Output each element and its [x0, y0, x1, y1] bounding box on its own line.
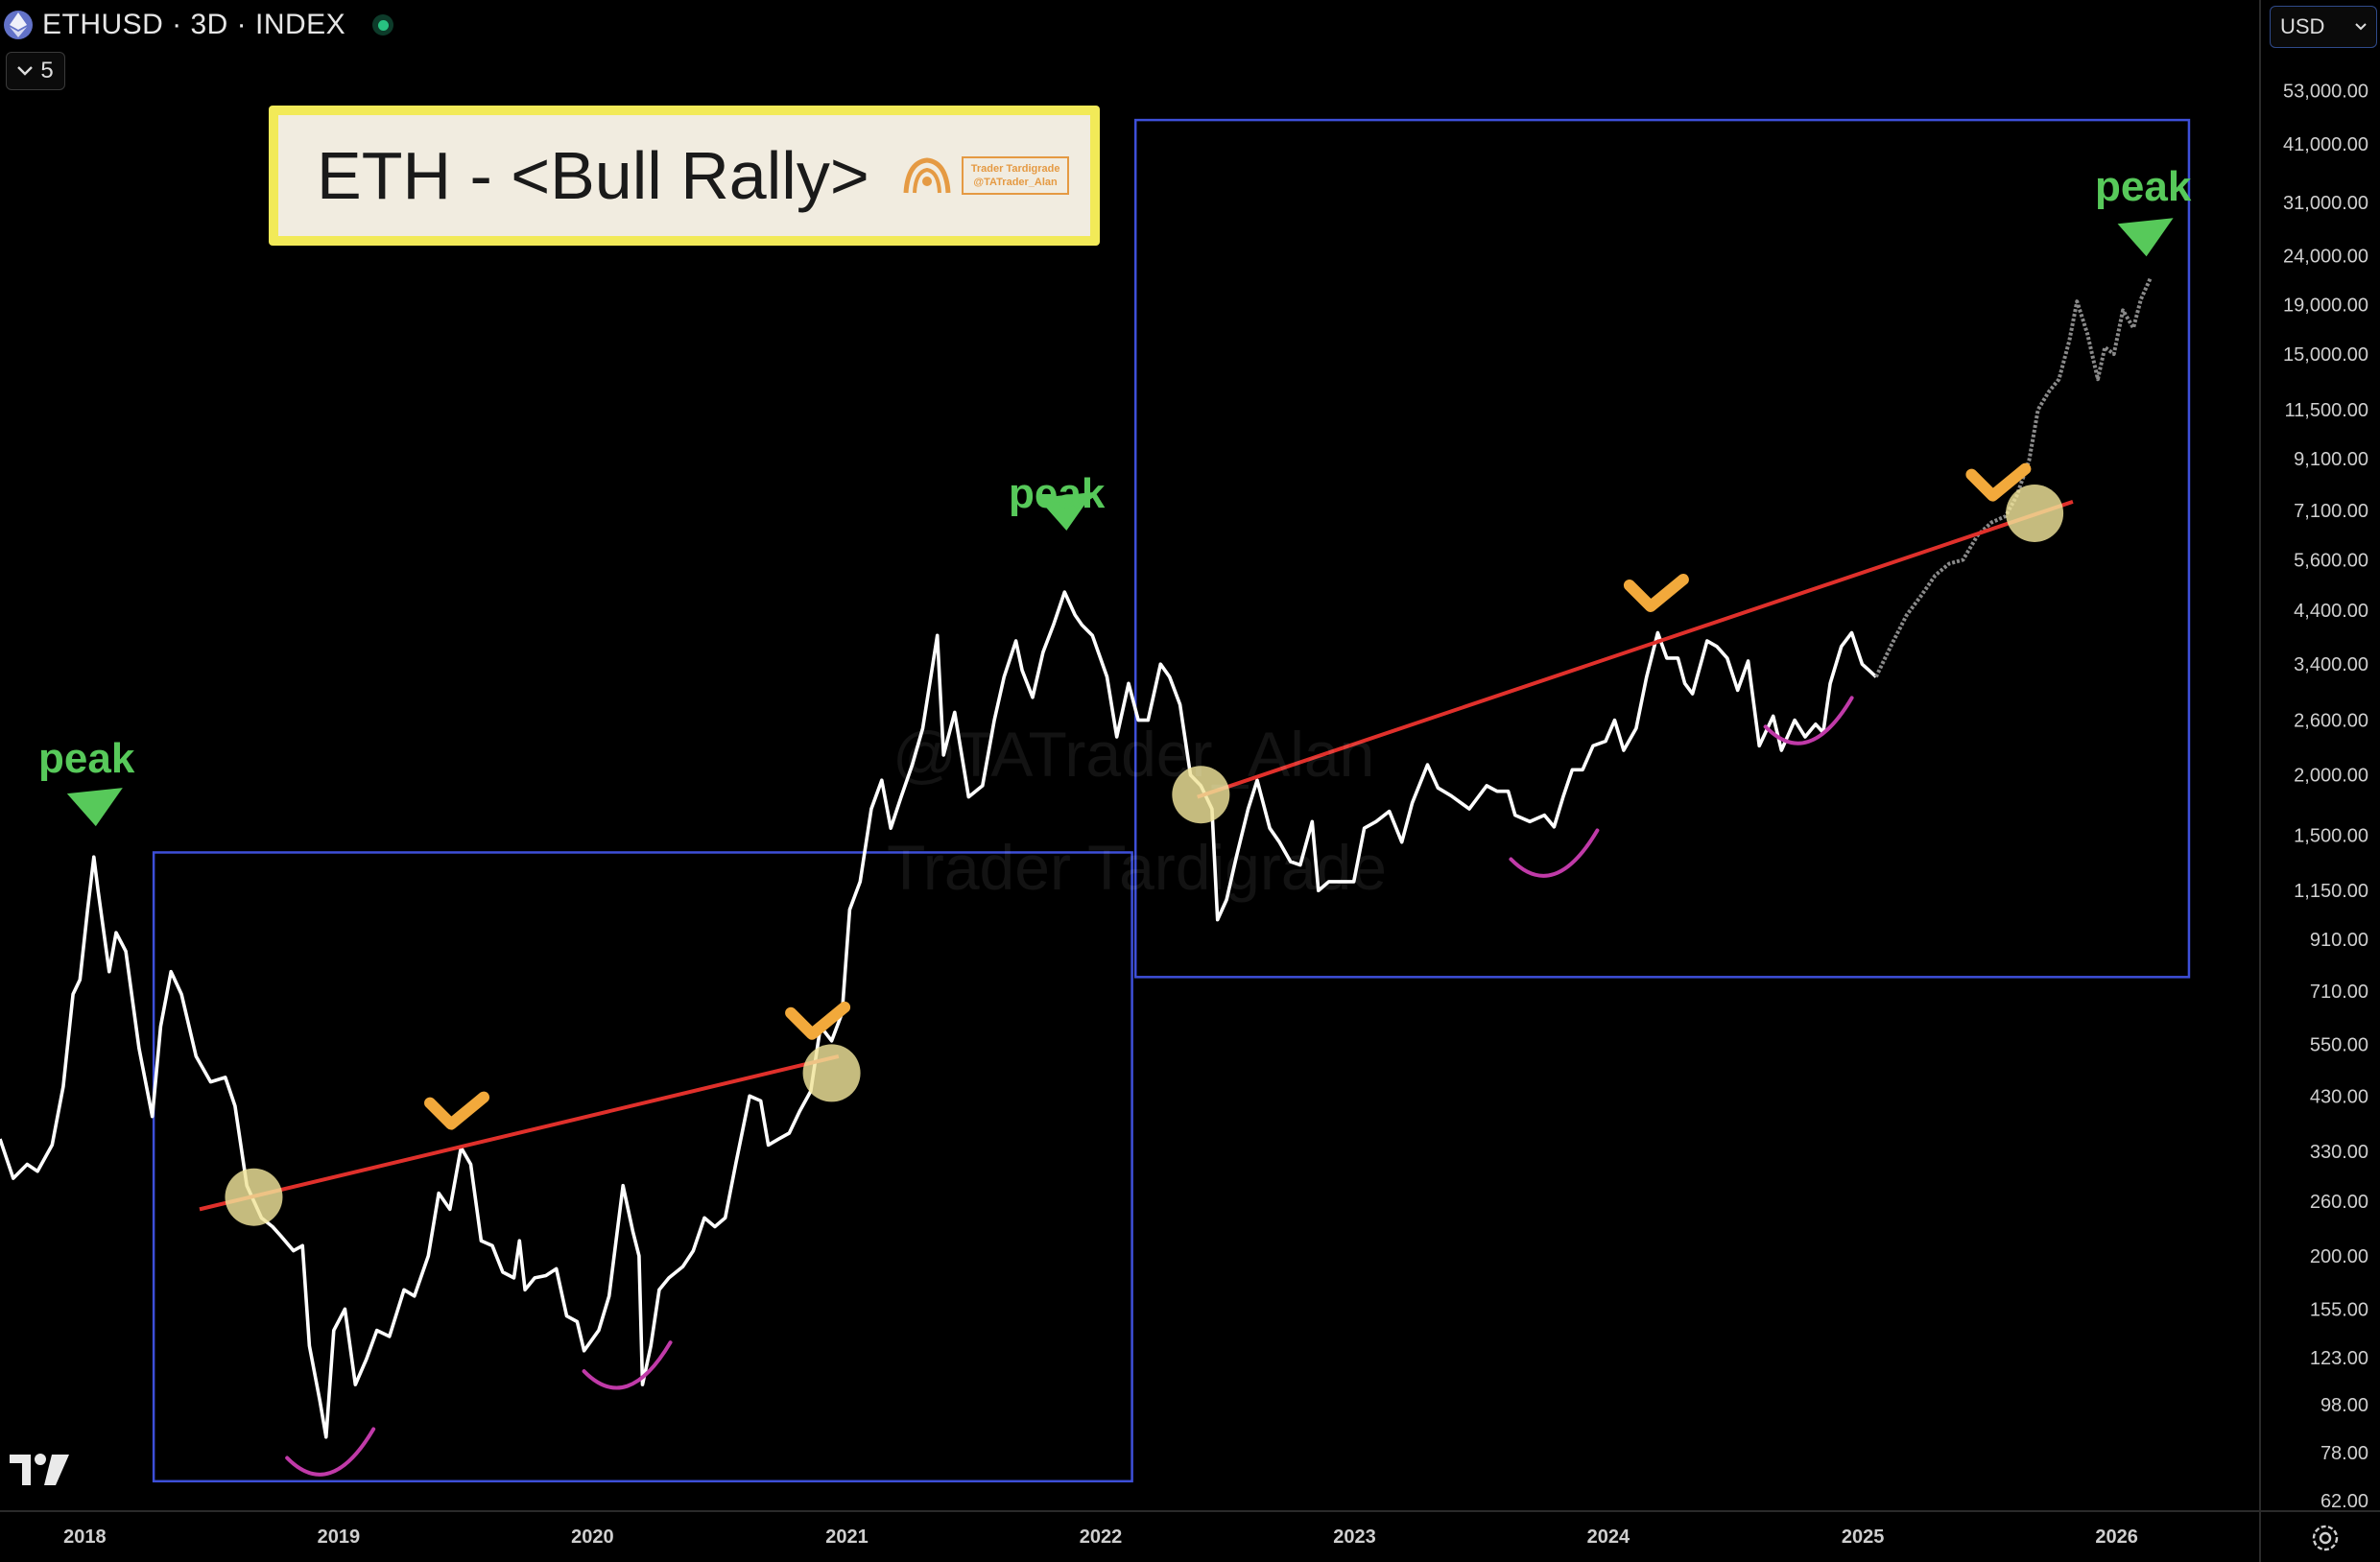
y-tick-label: 123.00 [2310, 1348, 2368, 1369]
chevron-down-icon [17, 66, 34, 76]
y-tick-label: 3,400.00 [2294, 654, 2368, 675]
y-tick-label: 98.00 [2320, 1395, 2368, 1416]
y-tick-label: 2,600.00 [2294, 711, 2368, 732]
indicator-count: 5 [40, 58, 54, 83]
y-tick-label: 5,600.00 [2294, 551, 2368, 572]
y-tick-label: 330.00 [2310, 1142, 2368, 1163]
y-tick-label: 9,100.00 [2294, 449, 2368, 470]
y-tick-label: 1,150.00 [2294, 881, 2368, 902]
y-tick-label: 710.00 [2310, 982, 2368, 1003]
retest-check-marker [785, 1001, 851, 1040]
author-badge: Trader Tardigrade @TATrader_Alan [902, 154, 1070, 197]
y-tick-label: 1,500.00 [2294, 825, 2368, 846]
y-tick-label: 31,000.00 [2283, 193, 2368, 214]
gear-icon[interactable] [2309, 1522, 2342, 1554]
bottom-arc-marker [285, 1427, 376, 1477]
symbol-header[interactable]: ETHUSD · 3D · INDEX [4, 6, 394, 44]
peak-label-2021: peak [1009, 470, 1106, 517]
currency-selector[interactable]: USD [2270, 6, 2377, 48]
y-tick-label: 62.00 [2320, 1491, 2368, 1512]
y-tick-label: 260.00 [2310, 1192, 2368, 1213]
x-tick-label: 2025 [1842, 1526, 1885, 1548]
badge-brand: Trader Tardigrade [970, 163, 1060, 175]
peak-marker-triangle [66, 788, 123, 827]
support-trendline [199, 1053, 840, 1212]
y-tick-label: 41,000.00 [2283, 134, 2368, 155]
x-tick-label: 2018 [63, 1526, 107, 1548]
retest-check-marker [1623, 574, 1689, 613]
y-tick-label: 155.00 [2310, 1299, 2368, 1320]
retest-check-marker [1965, 462, 2032, 502]
x-tick-label: 2024 [1587, 1526, 1630, 1548]
y-tick-label: 910.00 [2310, 930, 2368, 951]
cycle-box [152, 851, 1133, 1483]
x-tick-label: 2026 [2095, 1526, 2138, 1548]
bottom-arc-marker [1509, 828, 1600, 878]
y-tick-label: 430.00 [2310, 1086, 2368, 1107]
peak-label-2018: peak [38, 735, 135, 782]
indicators-collapse-button[interactable]: 5 [6, 52, 65, 90]
banner-title: ETH - <Bull Rally> [317, 138, 869, 213]
breakout-circle-marker [1172, 766, 1230, 824]
cycle-box [1133, 118, 2191, 979]
breakout-circle-marker [2006, 484, 2064, 542]
author-badge-text: Trader Tardigrade @TATrader_Alan [961, 156, 1070, 195]
watermark-brand: Trader Tardigrade [887, 832, 1387, 903]
market-status-icon [372, 14, 394, 36]
bottom-arc-marker [1763, 696, 1854, 746]
ethereum-icon [4, 11, 33, 39]
breakout-circle-marker [802, 1044, 861, 1102]
title-banner: ETH - <Bull Rally> Trader Tardigrade @TA… [269, 106, 1100, 246]
tardigrade-logo-icon [903, 157, 951, 194]
x-tick-label: 2021 [825, 1526, 869, 1548]
watermark-handle: @TATrader_Alan [892, 719, 1375, 790]
y-tick-label: 200.00 [2310, 1246, 2368, 1267]
x-tick-label: 2020 [571, 1526, 614, 1548]
y-tick-label: 2,000.00 [2294, 766, 2368, 787]
chevron-down-icon [2355, 23, 2367, 31]
y-tick-label: 11,500.00 [2285, 400, 2369, 421]
y-tick-label: 19,000.00 [2283, 296, 2368, 317]
peak-marker-triangle [2117, 218, 2174, 257]
y-tick-label: 7,100.00 [2294, 501, 2368, 522]
breakout-circle-marker [225, 1168, 283, 1226]
symbol-label[interactable]: ETHUSD · 3D · INDEX [42, 9, 346, 40]
support-trendline [1197, 499, 2074, 799]
x-tick-label: 2019 [318, 1526, 361, 1548]
price-series-line [0, 590, 1878, 1439]
y-tick-label: 24,000.00 [2283, 247, 2368, 268]
peak-label-2026: peak [2095, 163, 2192, 210]
peak-marker-triangle [1037, 491, 1094, 531]
tradingview-logo-icon [10, 1454, 69, 1485]
y-tick-label: 15,000.00 [2283, 344, 2368, 366]
y-tick-label: 550.00 [2310, 1035, 2368, 1056]
bottom-arc-marker [582, 1340, 673, 1390]
retest-check-marker [424, 1091, 490, 1130]
y-tick-label: 53,000.00 [2283, 81, 2368, 102]
currency-label: USD [2280, 14, 2325, 38]
x-tick-label: 2023 [1333, 1526, 1376, 1548]
y-tick-label: 4,400.00 [2294, 601, 2368, 622]
y-tick-label: 78.00 [2320, 1443, 2368, 1464]
badge-handle: @TATrader_Alan [973, 177, 1058, 188]
projection-series-line [1874, 277, 2153, 678]
x-tick-label: 2022 [1080, 1526, 1123, 1548]
